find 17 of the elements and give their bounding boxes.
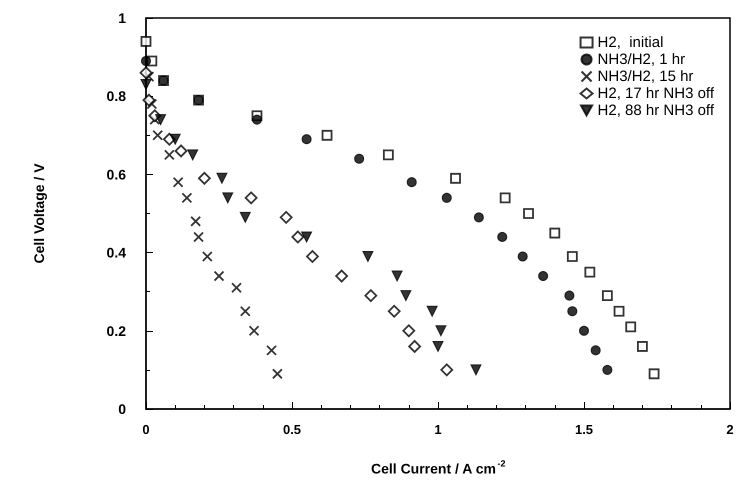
- y-tick-label: 1: [118, 10, 126, 26]
- y-tick-label: 0.8: [106, 88, 126, 104]
- legend-label: H2, 88 hr NH3 off: [598, 102, 715, 119]
- x-tick-label: 2: [726, 422, 734, 437]
- y-tick-label: 0.4: [106, 244, 126, 261]
- x-tick-label: 1.5: [574, 422, 594, 437]
- x-tick-label: 0: [142, 422, 150, 437]
- legend-label: NH3/H2, 1 hr: [598, 51, 686, 68]
- y-tick-label: 0: [118, 401, 126, 417]
- legend-label: H2, initial: [598, 34, 664, 51]
- y-tick-label: 0.2: [106, 322, 126, 339]
- y-tick-label: 0.6: [106, 166, 126, 182]
- legend-label: H2, 17 hr NH3 off: [598, 85, 715, 102]
- x-tick-label: 1: [434, 422, 442, 437]
- y-axis-title: Cell Voltage / V: [31, 162, 47, 264]
- x-tick-label: 0.5: [282, 422, 302, 437]
- legend-label: NH3/H2, 15 hr: [598, 68, 694, 85]
